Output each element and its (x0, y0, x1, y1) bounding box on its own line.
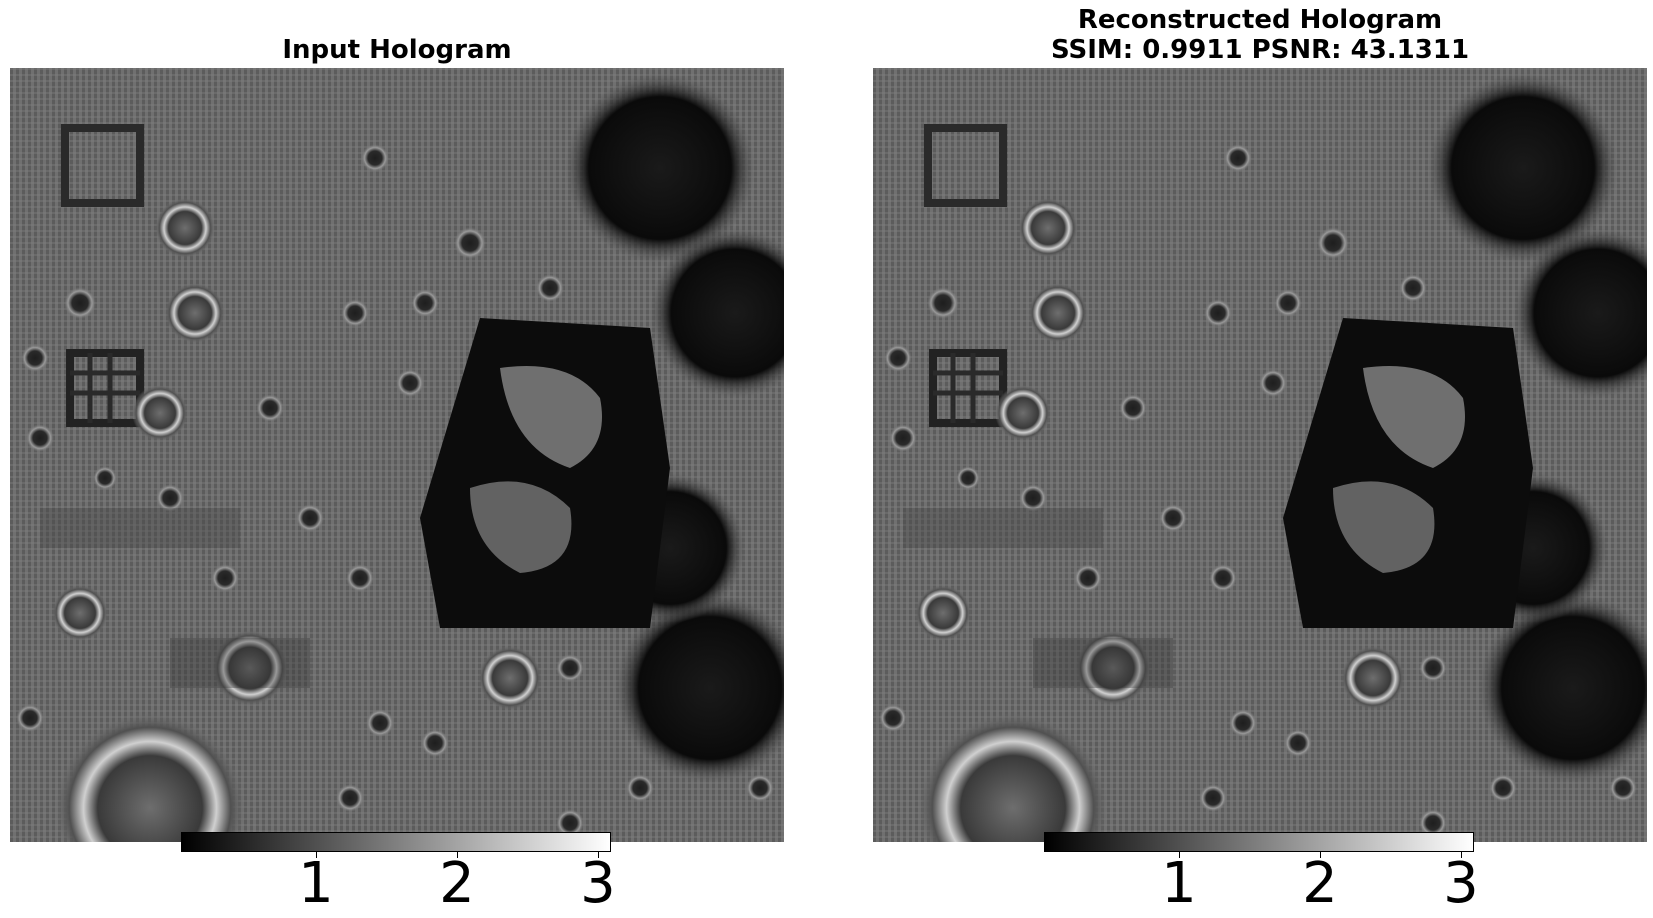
input-colorbar (181, 832, 611, 852)
input-hologram-panel: Input Hologram (10, 0, 790, 918)
input-colorbar-tick-2 (457, 852, 458, 858)
reconstructed-colorbar-label-1: 1 (1161, 851, 1197, 916)
input-colorbar-label-1: 1 (298, 851, 334, 916)
reconstructed-colorbar-tick-3 (1461, 852, 1462, 858)
reconstructed-colorbar-label-2: 2 (1302, 851, 1338, 916)
input-colorbar-tick-3 (598, 852, 599, 858)
input-hologram-title: Input Hologram (282, 35, 512, 65)
input-colorbar-label-3: 3 (580, 851, 616, 916)
input-hologram-image (10, 68, 784, 842)
input-colorbar-label-2: 2 (439, 851, 475, 916)
reconstructed-colorbar (1044, 832, 1474, 852)
reconstructed-hologram-title: Reconstructed Hologram (1077, 5, 1443, 35)
reconstructed-metrics-subtitle: SSIM: 0.9911 PSNR: 43.1311 (1050, 35, 1470, 65)
reconstructed-colorbar-tick-1 (1179, 852, 1180, 858)
reconstructed-hologram-image (873, 68, 1647, 842)
input-colorbar-tick-1 (316, 852, 317, 858)
reconstructed-colorbar-label-3: 3 (1443, 851, 1479, 916)
reconstructed-hologram-panel: Reconstructed Hologram SSIM: 0.9911 PSNR… (873, 0, 1653, 918)
reconstructed-colorbar-tick-2 (1320, 852, 1321, 858)
